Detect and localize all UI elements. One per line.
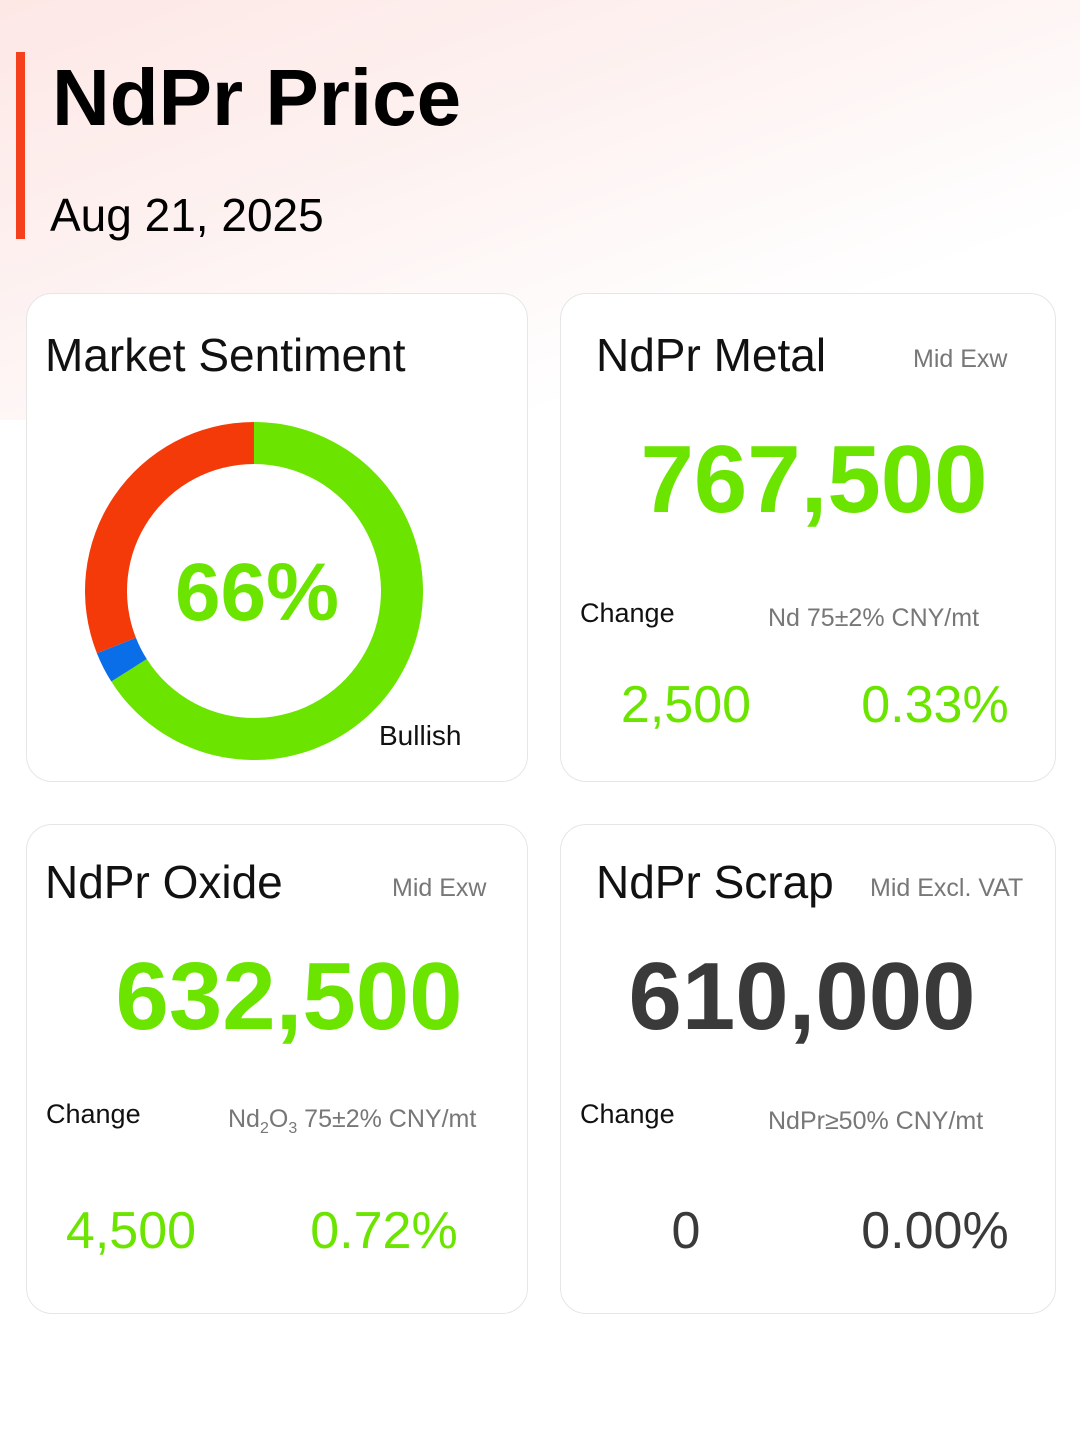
ndpr-metal-title: NdPr Metal [596,329,827,381]
ndpr-metal-change-label: Change [580,598,675,628]
ndpr-scrap-change-pct: 0.00% [861,1202,1009,1260]
ndpr-oxide-card[interactable]: NdPr Oxide Mid Exw 632,500 Change Nd2O3 … [26,824,528,1314]
ndpr-metal-price: 767,500 [640,426,988,533]
ndpr-metal-change-abs: 2,500 [620,676,752,734]
ndpr-oxide-change-abs: 4,500 [65,1202,197,1260]
page-title: NdPr Price [52,53,462,142]
donut-segment-bearish [85,422,254,654]
market-sentiment-card[interactable]: Market Sentiment 66% Bullish [26,293,528,782]
sentiment-percent: 66% [174,547,340,638]
sentiment-donut-chart [85,422,424,760]
ndpr-oxide-change-pct: 0.72% [310,1202,458,1260]
donut-segment-neutral [96,637,147,682]
title-accent-bar [16,52,25,239]
ndpr-metal-change-pct: 0.33% [861,676,1009,734]
ndpr-metal-card[interactable]: NdPr Metal Mid Exw 767,500 Change Nd 75±… [560,293,1056,782]
ndpr-oxide-change-label: Change [46,1099,141,1129]
ndpr-scrap-card[interactable]: NdPr Scrap Mid Excl. VAT 610,000 Change … [560,824,1056,1314]
ndpr-scrap-title: NdPr Scrap [596,856,834,908]
ndpr-metal-meta: Mid Exw [913,345,1008,373]
ndpr-scrap-spec: NdPr≥50% CNY/mt [768,1107,984,1135]
ndpr-oxide-meta: Mid Exw [392,874,487,902]
sentiment-label: Bullish [379,720,462,751]
ndpr-oxide-title: NdPr Oxide [45,856,283,908]
market-sentiment-title: Market Sentiment [45,329,406,381]
ndpr-scrap-price: 610,000 [628,943,976,1050]
ndpr-oxide-spec: Nd2O3 75±2% CNY/mt [228,1105,477,1137]
ndpr-scrap-change-label: Change [580,1099,675,1129]
ndpr-oxide-price: 632,500 [115,943,463,1050]
ndpr-scrap-meta: Mid Excl. VAT [870,874,1024,902]
ndpr-scrap-change-abs: 0 [671,1202,701,1260]
ndpr-metal-spec: Nd 75±2% CNY/mt [768,604,980,632]
page-date: Aug 21, 2025 [50,189,324,241]
